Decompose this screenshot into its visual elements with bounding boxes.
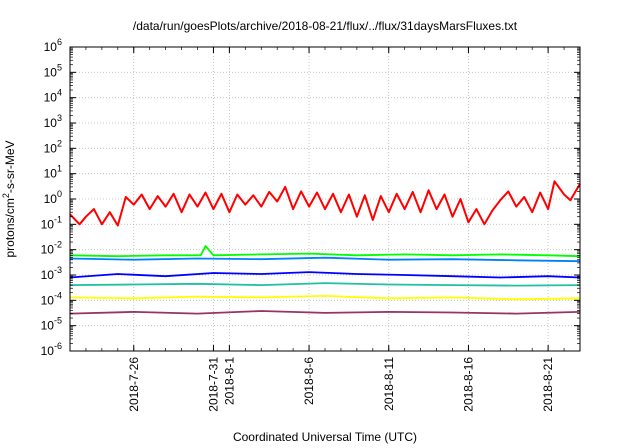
y-tick-label-base: 10 <box>41 217 55 231</box>
y-tick-label: 10-2 <box>41 240 62 257</box>
y-tick-label-exponent: 1 <box>57 164 62 174</box>
x-tick-label: 2018-8-21 <box>541 357 555 412</box>
y-tick-labels: 10-610-510-410-310-210-11001011021031041… <box>41 37 62 358</box>
series-line-5 <box>69 282 581 287</box>
y-tick-label: 10-4 <box>41 290 62 307</box>
x-tick-labels: 2018-7-26 2018-7-31 2018-8-1 2018-8-6 2018-8… <box>127 357 555 412</box>
y-tick-label-exponent: 3 <box>57 113 62 123</box>
y-tick-label-base: 10 <box>41 319 55 333</box>
y-tick-label: 10-3 <box>41 265 62 282</box>
y-tick-label-base: 10 <box>44 65 58 79</box>
x-tick-label: 2018-7-26 <box>127 357 141 412</box>
series-line-3 <box>69 256 581 263</box>
y-tick-label-base: 10 <box>41 344 55 358</box>
y-tick-label-base: 10 <box>44 192 58 206</box>
y-axis-label: protons/cm2-s-sr-MeV <box>1 140 17 257</box>
y-axis-label-superscript: 2 <box>1 193 11 198</box>
y-tick-label-base: 10 <box>44 91 58 105</box>
y-tick-label-base: 10 <box>44 167 58 181</box>
series-line-4 <box>69 271 581 279</box>
y-axis-label-part2: -s-sr-MeV <box>3 140 17 193</box>
series-line-7 <box>69 310 581 315</box>
ticks <box>69 46 581 352</box>
y-tick-label-base: 10 <box>44 40 58 54</box>
y-tick-label: 103 <box>44 113 62 130</box>
y-tick-label: 10-1 <box>41 214 62 231</box>
y-tick-label-exponent: -1 <box>54 214 62 224</box>
y-tick-label: 106 <box>44 37 62 54</box>
series-line-6 <box>69 294 581 301</box>
y-tick-label-base: 10 <box>44 141 58 155</box>
chart-title: /data/run/goesPlots/archive/2018-08-21/f… <box>133 19 518 33</box>
y-tick-label-base: 10 <box>41 268 55 282</box>
y-tick-label-base: 10 <box>41 243 55 257</box>
x-tick-label: 2018-8-6 <box>302 357 316 405</box>
y-tick-label-base: 10 <box>44 116 58 130</box>
y-tick-label-exponent: 5 <box>57 62 62 72</box>
x-tick-label: 2018-8-11 <box>382 357 396 411</box>
x-tick-label: 2018-8-16 <box>461 357 475 412</box>
y-tick-label-base: 10 <box>41 293 55 307</box>
y-tick-label-exponent: 2 <box>57 138 62 148</box>
series-line-2 <box>69 245 581 258</box>
y-tick-label-exponent: 6 <box>57 37 62 47</box>
y-tick-label-exponent: -4 <box>54 290 62 300</box>
y-tick-label-exponent: -5 <box>54 316 62 326</box>
y-tick-label: 100 <box>44 189 62 206</box>
y-tick-label: 104 <box>44 88 62 105</box>
series-group <box>69 180 581 315</box>
y-tick-label-exponent: -2 <box>54 240 62 250</box>
y-tick-label: 10-6 <box>41 341 62 358</box>
y-tick-label-exponent: -3 <box>54 265 62 275</box>
series-line-1 <box>69 180 581 227</box>
y-tick-label-exponent: -6 <box>54 341 62 351</box>
y-axis-label-part1: protons/cm <box>3 198 17 257</box>
y-tick-label-exponent: 4 <box>57 88 62 98</box>
x-tick-label: 2018-8-1 <box>222 357 236 405</box>
y-tick-label: 101 <box>44 164 62 181</box>
y-tick-label: 102 <box>44 138 62 155</box>
x-tick-label: 2018-7-31 <box>206 357 220 412</box>
x-axis-label: Coordinated Universal Time (UTC) <box>233 430 417 444</box>
y-tick-label-exponent: 0 <box>57 189 62 199</box>
y-tick-label: 105 <box>44 62 62 79</box>
y-tick-label: 10-5 <box>41 316 62 333</box>
